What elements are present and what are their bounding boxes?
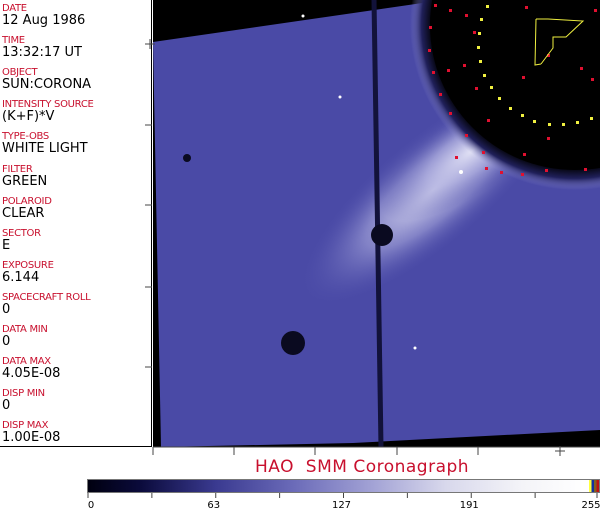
instrument-title: HAO SMM Coronagraph: [255, 457, 470, 477]
header-info-panel: DATE 12 Aug 1986 TIME 13:32:17 UT OBJECT SUN:…: [0, 0, 152, 447]
yellow-marker-dots: [477, 5, 593, 126]
field-value: 4.05E-08: [2, 366, 61, 382]
field-value: CLEAR: [2, 205, 45, 221]
field-label: POLAROID: [2, 195, 52, 207]
colorbar-tick-label: 127: [331, 500, 352, 511]
field-label: FILTER: [2, 163, 33, 175]
field-value: SUN:CORONA: [2, 77, 92, 93]
colorbar-tick-label: 63: [207, 500, 221, 511]
field-label: TIME: [2, 35, 25, 47]
field-value: 1.00E-08: [2, 430, 61, 446]
field-value: 13:32:17 UT: [2, 45, 82, 61]
colorbar-overlay-colors: [589, 480, 599, 492]
field-value: WHITE LIGHT: [2, 141, 88, 157]
field-value: 0: [2, 334, 11, 349]
field-filter: FILTER GREEN: [2, 164, 47, 189]
field-data-max: DATA MAX 4.05E-08: [2, 356, 60, 381]
field-value: (K+F)*V: [2, 109, 55, 125]
field-type-obs: TYPE-OBS WHITE LIGHT: [2, 131, 88, 156]
field-label: DISP MIN: [2, 388, 45, 400]
field-date: DATE 12 Aug 1986: [2, 3, 85, 28]
field-label: DATA MIN: [2, 324, 48, 335]
colorbar-tick-label: 191: [459, 500, 479, 511]
field-label: EXPOSURE: [2, 259, 54, 271]
field-disp-min: DISP MIN 0: [2, 388, 45, 413]
field-label: DISP MAX: [2, 420, 49, 432]
field-value: GREEN: [2, 173, 48, 189]
field-value: E: [2, 237, 11, 253]
field-sector: SECTOR E: [2, 228, 41, 253]
red-marker-dots: [428, 4, 597, 176]
field-value: 0: [2, 301, 11, 317]
field-polaroid: POLAROID CLEAR: [2, 196, 52, 221]
field-data-min: DATA MIN 0: [2, 324, 48, 349]
field-label: DATE: [2, 3, 27, 14]
field-value: 12 Aug 1986: [2, 13, 86, 28]
field-label: DATA MAX: [2, 356, 51, 368]
colorbar-tick-label: 0: [87, 500, 95, 511]
field-label: OBJECT: [2, 67, 38, 79]
field-value: 6.144: [2, 269, 40, 285]
coronagraph-image: [153, 0, 600, 447]
sector-outline: [536, 18, 585, 65]
field-intensity-source: INTENSITY SOURCE (K+F)*V: [2, 99, 94, 124]
field-spacecraft-roll: SPACECRAFT ROLL 0: [2, 291, 91, 317]
colorbar: [87, 479, 600, 493]
field-disp-max: DISP MAX 1.00E-08: [2, 420, 60, 445]
occulter-pylon: [371, 0, 384, 447]
field-label: SPACECRAFT ROLL: [2, 291, 91, 303]
field-label: INTENSITY SOURCE: [2, 99, 94, 111]
field-value: 0: [2, 398, 11, 414]
field-object: OBJECT SUN:CORONA: [2, 67, 91, 92]
field-time: TIME 13:32:17 UT: [2, 35, 82, 60]
field-label: SECTOR: [2, 227, 41, 239]
field-label: TYPE-OBS: [2, 131, 49, 143]
colorbar-tick-label: 255: [581, 500, 600, 511]
field-exposure: EXPOSURE 6.144: [2, 260, 54, 285]
